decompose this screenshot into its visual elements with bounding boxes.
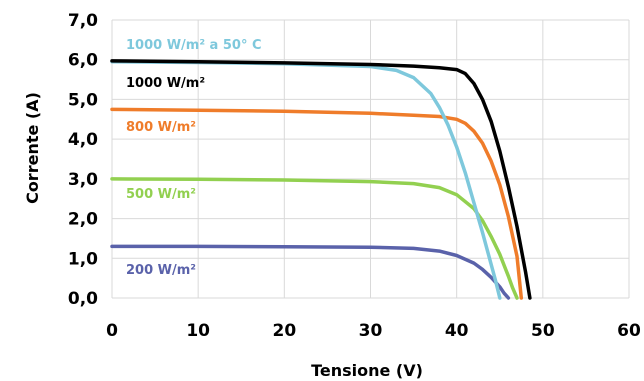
y-tick-label: 5,0 [68, 90, 98, 110]
x-tick-label: 20 [272, 321, 296, 341]
x-tick-label: 30 [359, 321, 383, 341]
series-label-4: 200 W/m² [126, 263, 196, 278]
x-tick-label: 10 [186, 321, 210, 341]
y-tick-label: 3,0 [68, 170, 98, 190]
y-tick-label: 6,0 [68, 51, 98, 71]
series-line-3 [110, 177, 519, 300]
y-tick-label: 4,0 [68, 130, 98, 150]
series-labels: 1000 W/m² a 50° C 1000 W/m² 800 W/m² 500 W/… [126, 38, 262, 278]
x-tick-label: 40 [445, 321, 469, 341]
x-axis-ticks: 0 10 20 30 40 50 60 [106, 321, 641, 341]
series-curves [110, 59, 532, 300]
y-tick-label: 7,0 [68, 11, 98, 31]
x-tick-label: 50 [531, 321, 555, 341]
series-label-0: 1000 W/m² a 50° C [126, 38, 262, 53]
series-line-2 [110, 107, 524, 300]
x-tick-label: 60 [617, 321, 641, 341]
series-label-2: 800 W/m² [126, 120, 196, 135]
y-axis-title: Corrente (A) [23, 92, 42, 204]
series-label-1: 1000 W/m² [126, 76, 205, 91]
y-axis-ticks: 0,0 1,0 2,0 3,0 4,0 5,0 6,0 7,0 [68, 11, 98, 309]
y-tick-label: 1,0 [68, 249, 98, 269]
y-tick-label: 2,0 [68, 210, 98, 230]
x-axis-title: Tensione (V) [311, 361, 423, 380]
x-tick-label: 0 [106, 321, 118, 341]
series-label-3: 500 W/m² [126, 187, 196, 202]
series-line-4 [110, 244, 511, 300]
series-line-1 [110, 59, 532, 300]
y-tick-label: 0,0 [68, 289, 98, 309]
